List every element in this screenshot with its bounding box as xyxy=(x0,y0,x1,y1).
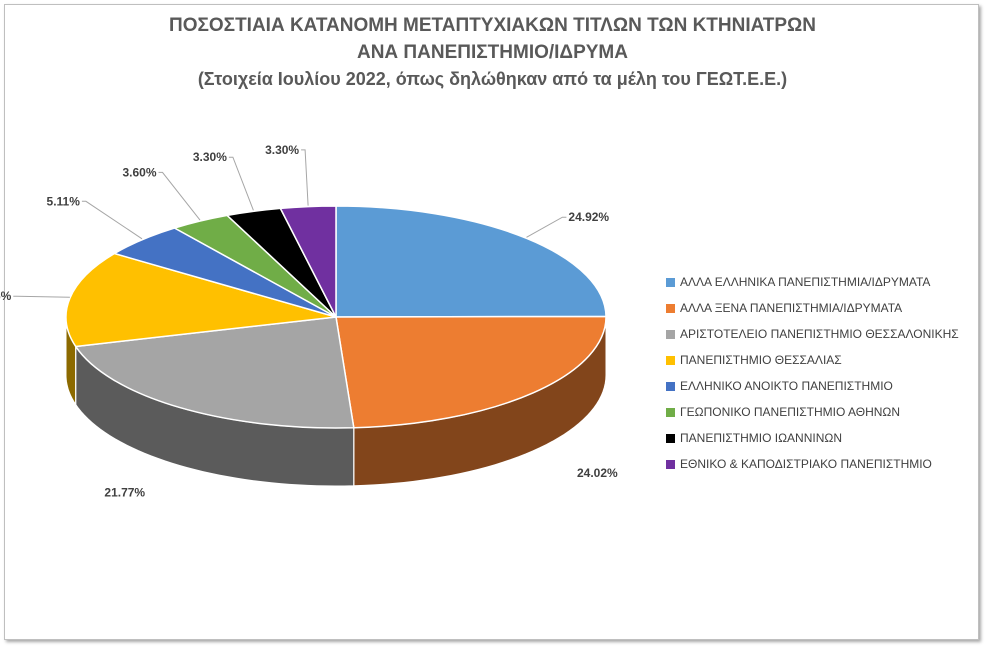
leader-line-0 xyxy=(526,216,567,238)
data-label-0: 24.92% xyxy=(568,210,609,224)
leader-line-7 xyxy=(301,149,309,206)
chart-title-block: ΠΟΣΟΣΤΙΑΙΑ ΚΑΤΑΝΟΜΗ ΜΕΤΑΠΤΥΧΙΑΚΩΝ ΤΙΤΛΩΝ… xyxy=(0,12,985,93)
data-label-3: 13.96% xyxy=(0,289,12,303)
pie-top-faces xyxy=(65,205,607,429)
legend-label: ΓΕΩΠΟΝΙΚΟ ΠΑΝΕΠΙΣΤΗΜΙΟ ΑΘΗΝΩΝ xyxy=(680,405,901,419)
legend-swatch xyxy=(666,381,675,391)
legend-label: ΕΘΝΙΚΟ & ΚΑΠΟΔΙΣΤΡΙΑΚΟ ΠΑΝΕΠΙΣΤΗΜΙΟ xyxy=(680,457,932,471)
pie-slice-7 xyxy=(279,205,337,318)
pie-slice-1 xyxy=(335,315,607,429)
legend-label: ΑΛΛΑ ΕΛΛΗΝΙΚΑ ΠΑΝΕΠΙΣΤΗΜΙΑ/ΙΔΡΥΜΑΤΑ xyxy=(680,275,931,289)
legend-item: ΑΛΛΑ ΞΕΝΑ ΠΑΝΕΠΙΣΤΗΜΙΑ/ΙΔΡΥΜΑΤΑ xyxy=(666,295,959,321)
data-label-5: 3.60% xyxy=(122,165,156,179)
leader-line-5 xyxy=(158,171,201,221)
pie-slice-0 xyxy=(335,205,607,318)
legend-item: ΕΛΛΗΝΙΚΟ ΑΝΟΙΚΤΟ ΠΑΝΕΠΙΣΤΗΜΙΟ xyxy=(666,373,959,399)
chart-legend: ΑΛΛΑ ΕΛΛΗΝΙΚΑ ΠΑΝΕΠΙΣΤΗΜΙΑ/ΙΔΡΥΜΑΤΑ ΑΛΛΑ … xyxy=(666,269,959,477)
legend-swatch xyxy=(666,407,675,417)
chart-subtitle: (Στοιχεία Ιουλίου 2022, όπως δηλώθηκαν α… xyxy=(197,69,788,89)
legend-swatch xyxy=(666,277,675,287)
data-label-7: 3.30% xyxy=(265,143,299,157)
chart-title-line2: ΑΝΑ ΠΑΝΕΠΙΣΤΗΜΙΟ/ΙΔΡΥΜΑ xyxy=(356,42,628,63)
legend-swatch xyxy=(666,329,675,339)
legend-label: ΠΑΝΕΠΙΣΤΗΜΙΟ ΘΕΣΣΑΛΙΑΣ xyxy=(680,353,842,367)
data-label-1: 24.02% xyxy=(577,466,618,480)
legend-label: ΑΛΛΑ ΞΕΝΑ ΠΑΝΕΠΙΣΤΗΜΙΑ/ΙΔΡΥΜΑΤΑ xyxy=(680,301,903,315)
legend-item: ΠΑΝΕΠΙΣΤΗΜΙΟ ΙΩΑΝΝΙΝΩΝ xyxy=(666,425,959,451)
legend-item: ΑΛΛΑ ΕΛΛΗΝΙΚΑ ΠΑΝΕΠΙΣΤΗΜΙΑ/ΙΔΡΥΜΑΤΑ xyxy=(666,269,959,295)
chart-title: ΠΟΣΟΣΤΙΑΙΑ ΚΑΤΑΝΟΜΗ ΜΕΤΑΠΤΥΧΙΑΚΩΝ ΤΙΤΛΩΝ… xyxy=(168,15,817,36)
pie-slice-3 xyxy=(65,252,337,348)
leader-line-3 xyxy=(13,295,70,298)
legend-label: ΠΑΝΕΠΙΣΤΗΜΙΟ ΙΩΑΝΝΙΝΩΝ xyxy=(680,431,843,445)
legend-item: ΑΡΙΣΤΟΤΕΛΕΙΟ ΠΑΝΕΠΙΣΤΗΜΙΟ ΘΕΣΣΑΛΟΝΙΚΗΣ xyxy=(666,321,959,347)
legend-item: ΕΘΝΙΚΟ & ΚΑΠΟΔΙΣΤΡΙΑΚΟ ΠΑΝΕΠΙΣΤΗΜΙΟ xyxy=(666,451,959,477)
pie-data-labels: 24.92% 24.02% 21.77% 13.96% 5.11% 3.60% 3.30% 3… xyxy=(0,143,618,500)
data-label-4: 5.11% xyxy=(47,194,81,208)
legend-item: ΠΑΝΕΠΙΣΤΗΜΙΟ ΘΕΣΣΑΛΙΑΣ xyxy=(666,347,959,373)
legend-label: ΕΛΛΗΝΙΚΟ ΑΝΟΙΚΤΟ ΠΑΝΕΠΙΣΤΗΜΙΟ xyxy=(680,379,893,393)
legend-swatch xyxy=(666,303,675,313)
data-label-6: 3.30% xyxy=(193,150,227,164)
pie-slice-2 xyxy=(74,316,355,429)
legend-item: ΓΕΩΠΟΝΙΚΟ ΠΑΝΕΠΙΣΤΗΜΙΟ ΑΘΗΝΩΝ xyxy=(666,399,959,425)
leader-line-4 xyxy=(81,200,143,240)
leader-line-6 xyxy=(228,156,254,211)
data-label-2: 21.77% xyxy=(104,486,145,500)
legend-swatch xyxy=(666,433,675,443)
legend-label: ΑΡΙΣΤΟΤΕΛΕΙΟ ΠΑΝΕΠΙΣΤΗΜΙΟ ΘΕΣΣΑΛΟΝΙΚΗΣ xyxy=(680,327,959,341)
legend-swatch xyxy=(666,459,675,469)
legend-swatch xyxy=(666,355,675,365)
